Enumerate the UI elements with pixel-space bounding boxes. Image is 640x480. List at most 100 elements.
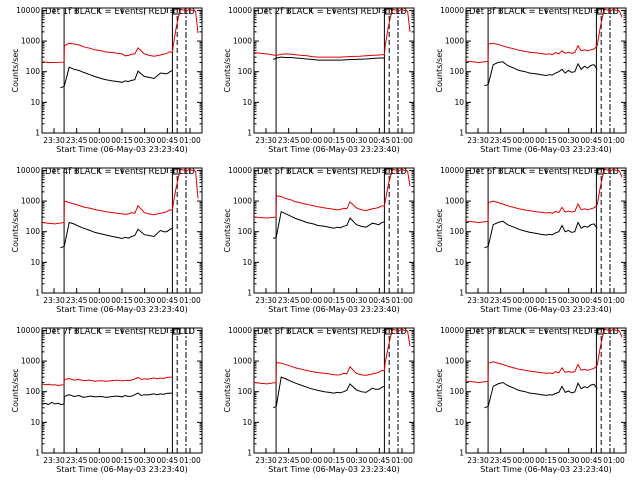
x-tick-label: 00:30 [134,456,156,465]
chart-title: Det 3f BLACK = Events, RED = LLD [469,7,619,17]
y-tick-label: 1 [35,449,40,458]
y-tick-label: 100 [238,67,253,76]
x-tick-label: 01:00 [391,456,413,465]
series-events-line [42,392,173,406]
x-axis-label: Start Time (06-May-03 23:23:40) [56,145,187,154]
y-tick-label: 10000 [440,166,464,175]
y-axis-label: Counts/sec [435,208,444,252]
series-lld-line [466,328,623,384]
x-tick-label: 23:45 [490,296,512,305]
x-tick-label: 00:00 [513,456,535,465]
x-tick-label: 23:30 [467,456,489,465]
chart-title: Det 7f BLACK = Events, RED = LLD [45,327,195,337]
y-tick-label: 1 [247,129,252,138]
x-tick-label: 00:45 [581,136,603,145]
x-tick-label: 00:45 [581,456,603,465]
x-tick-label: 00:30 [558,136,580,145]
x-axis-label: Start Time (06-May-03 23:23:40) [480,465,611,474]
series-lld-line [254,168,411,219]
x-tick-label: 00:00 [301,456,323,465]
y-tick-label: 100 [238,227,253,236]
x-tick-label: 23:30 [467,296,489,305]
x-tick-label: 00:00 [301,136,323,145]
x-tick-label: 23:45 [66,296,88,305]
y-tick-label: 1 [247,449,252,458]
y-tick-label: 100 [238,387,253,396]
x-tick-label: 00:30 [346,136,368,145]
y-tick-label: 10000 [228,166,252,175]
y-tick-label: 10 [454,418,464,427]
y-tick-label: 1000 [445,197,464,206]
series-lld-line [466,8,623,64]
plot-frame [253,7,415,134]
x-tick-label: 23:45 [490,136,512,145]
y-tick-label: 10000 [16,166,40,175]
x-tick-label: 00:45 [157,456,179,465]
series-lld-line [254,328,411,385]
chart-title: Det 9f BLACK = Events, RED = LLD [469,327,619,337]
y-tick-label: 10 [242,258,252,267]
x-tick-label: 00:15 [535,136,557,145]
y-tick-label: 1000 [445,37,464,46]
y-tick-label: 100 [26,227,41,236]
y-tick-label: 10000 [228,326,252,335]
x-axis-label: Start Time (06-May-03 23:23:40) [268,305,399,314]
x-tick-label: 00:00 [89,456,111,465]
y-tick-label: 1000 [233,197,252,206]
chart-title: Det 4f BLACK = Events, RED = LLD [45,167,195,177]
x-tick-label: 00:15 [111,296,133,305]
x-tick-label: 23:45 [66,456,88,465]
y-tick-label: 1 [35,289,40,298]
series-events-line [60,221,173,249]
y-tick-label: 10000 [16,6,40,15]
x-axis-label: Start Time (06-May-03 23:23:40) [268,145,399,154]
y-axis-label: Counts/sec [223,368,232,412]
y-tick-label: 100 [450,387,465,396]
chart-panel-6: Det 6f BLACK = Events, RED = LLD 1 10 100 10… [435,166,627,314]
x-tick-label: 23:30 [43,296,65,305]
y-tick-label: 1000 [445,357,464,366]
chart-panel-5: Det 5f BLACK = Events, RED = LLD 1 10 100 10… [223,166,415,314]
y-tick-label: 10 [30,98,40,107]
y-tick-label: 1000 [21,37,40,46]
x-tick-label: 00:45 [369,456,391,465]
x-axis-label: Start Time (06-May-03 23:23:40) [480,145,611,154]
y-tick-label: 100 [450,227,465,236]
x-axis-label: Start Time (06-May-03 23:23:40) [268,465,399,474]
y-axis-label: Counts/sec [11,368,20,412]
chart-panel-9: Det 9f BLACK = Events, RED = LLD 1 10 100 10… [435,326,627,474]
x-tick-label: 00:15 [535,456,557,465]
plot-frame [41,327,203,454]
x-tick-label: 00:00 [513,136,535,145]
x-tick-label: 00:15 [323,296,345,305]
plot-frame [41,167,203,294]
y-axis-label: Counts/sec [11,208,20,252]
x-tick-label: 23:30 [43,136,65,145]
chart-panel-4: Det 4f BLACK = Events, RED = LLD 1 10 100 10… [11,166,203,314]
x-tick-label: 00:15 [535,296,557,305]
series-events-line [484,381,598,409]
chart-panel-7: Det 7f BLACK = Events, RED = LLD 1 10 100 10… [11,326,203,474]
series-events-line [272,56,385,61]
y-tick-label: 1000 [233,37,252,46]
chart-panel-3: Det 3f BLACK = Events, RED = LLD 1 10 100 10… [435,6,627,154]
series-events-line [484,220,598,249]
series-lld-line [42,376,173,387]
chart-panel-8: Det 8f BLACK = Events, RED = LLD 1 10 100 10… [223,326,415,474]
x-tick-label: 00:15 [323,136,345,145]
x-tick-label: 01:00 [603,456,625,465]
x-tick-label: 01:00 [391,136,413,145]
x-tick-label: 00:30 [558,296,580,305]
x-tick-label: 00:45 [157,136,179,145]
x-tick-label: 23:45 [490,456,512,465]
y-tick-label: 1 [459,449,464,458]
y-tick-label: 1 [459,289,464,298]
y-axis-label: Counts/sec [223,208,232,252]
chart-title: Det 1f BLACK = Events, RED = LLD [45,7,195,17]
x-tick-label: 00:00 [513,296,535,305]
series-lld-line [42,168,199,225]
y-tick-label: 100 [450,67,465,76]
y-tick-label: 10 [30,258,40,267]
series-events-line [484,61,598,87]
